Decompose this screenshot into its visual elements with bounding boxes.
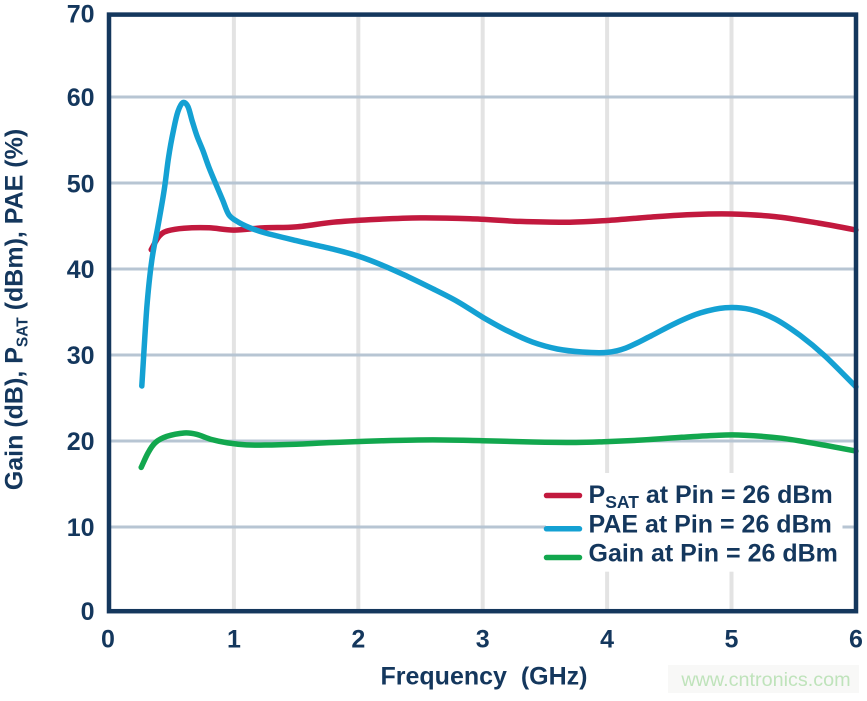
svg-text:3: 3	[476, 626, 490, 654]
svg-text:20: 20	[67, 428, 95, 456]
svg-text:6: 6	[849, 626, 863, 654]
svg-text:0: 0	[101, 626, 115, 654]
svg-text:60: 60	[67, 84, 95, 112]
svg-text:Frequency (GHz): Frequency (GHz)	[381, 663, 588, 691]
svg-text:2: 2	[351, 626, 365, 654]
svg-text:40: 40	[67, 256, 95, 284]
svg-text:0: 0	[81, 598, 95, 626]
svg-text:10: 10	[67, 514, 95, 542]
svg-text:1: 1	[227, 626, 241, 654]
svg-text:5: 5	[725, 626, 739, 654]
svg-text:Gain at Pin = 26 dBm: Gain at Pin = 26 dBm	[589, 539, 838, 567]
svg-text:www.cntronics.com: www.cntronics.com	[680, 669, 850, 691]
svg-text:30: 30	[67, 342, 95, 370]
svg-text:50: 50	[67, 171, 95, 199]
svg-text:PAE at Pin = 26 dBm: PAE at Pin = 26 dBm	[589, 510, 832, 538]
svg-text:70: 70	[67, 1, 95, 29]
svg-text:4: 4	[600, 626, 614, 654]
svg-text:Gain (dB), PSAT (dBm), PAE (%): Gain (dB), PSAT (dBm), PAE (%)	[1, 129, 32, 490]
